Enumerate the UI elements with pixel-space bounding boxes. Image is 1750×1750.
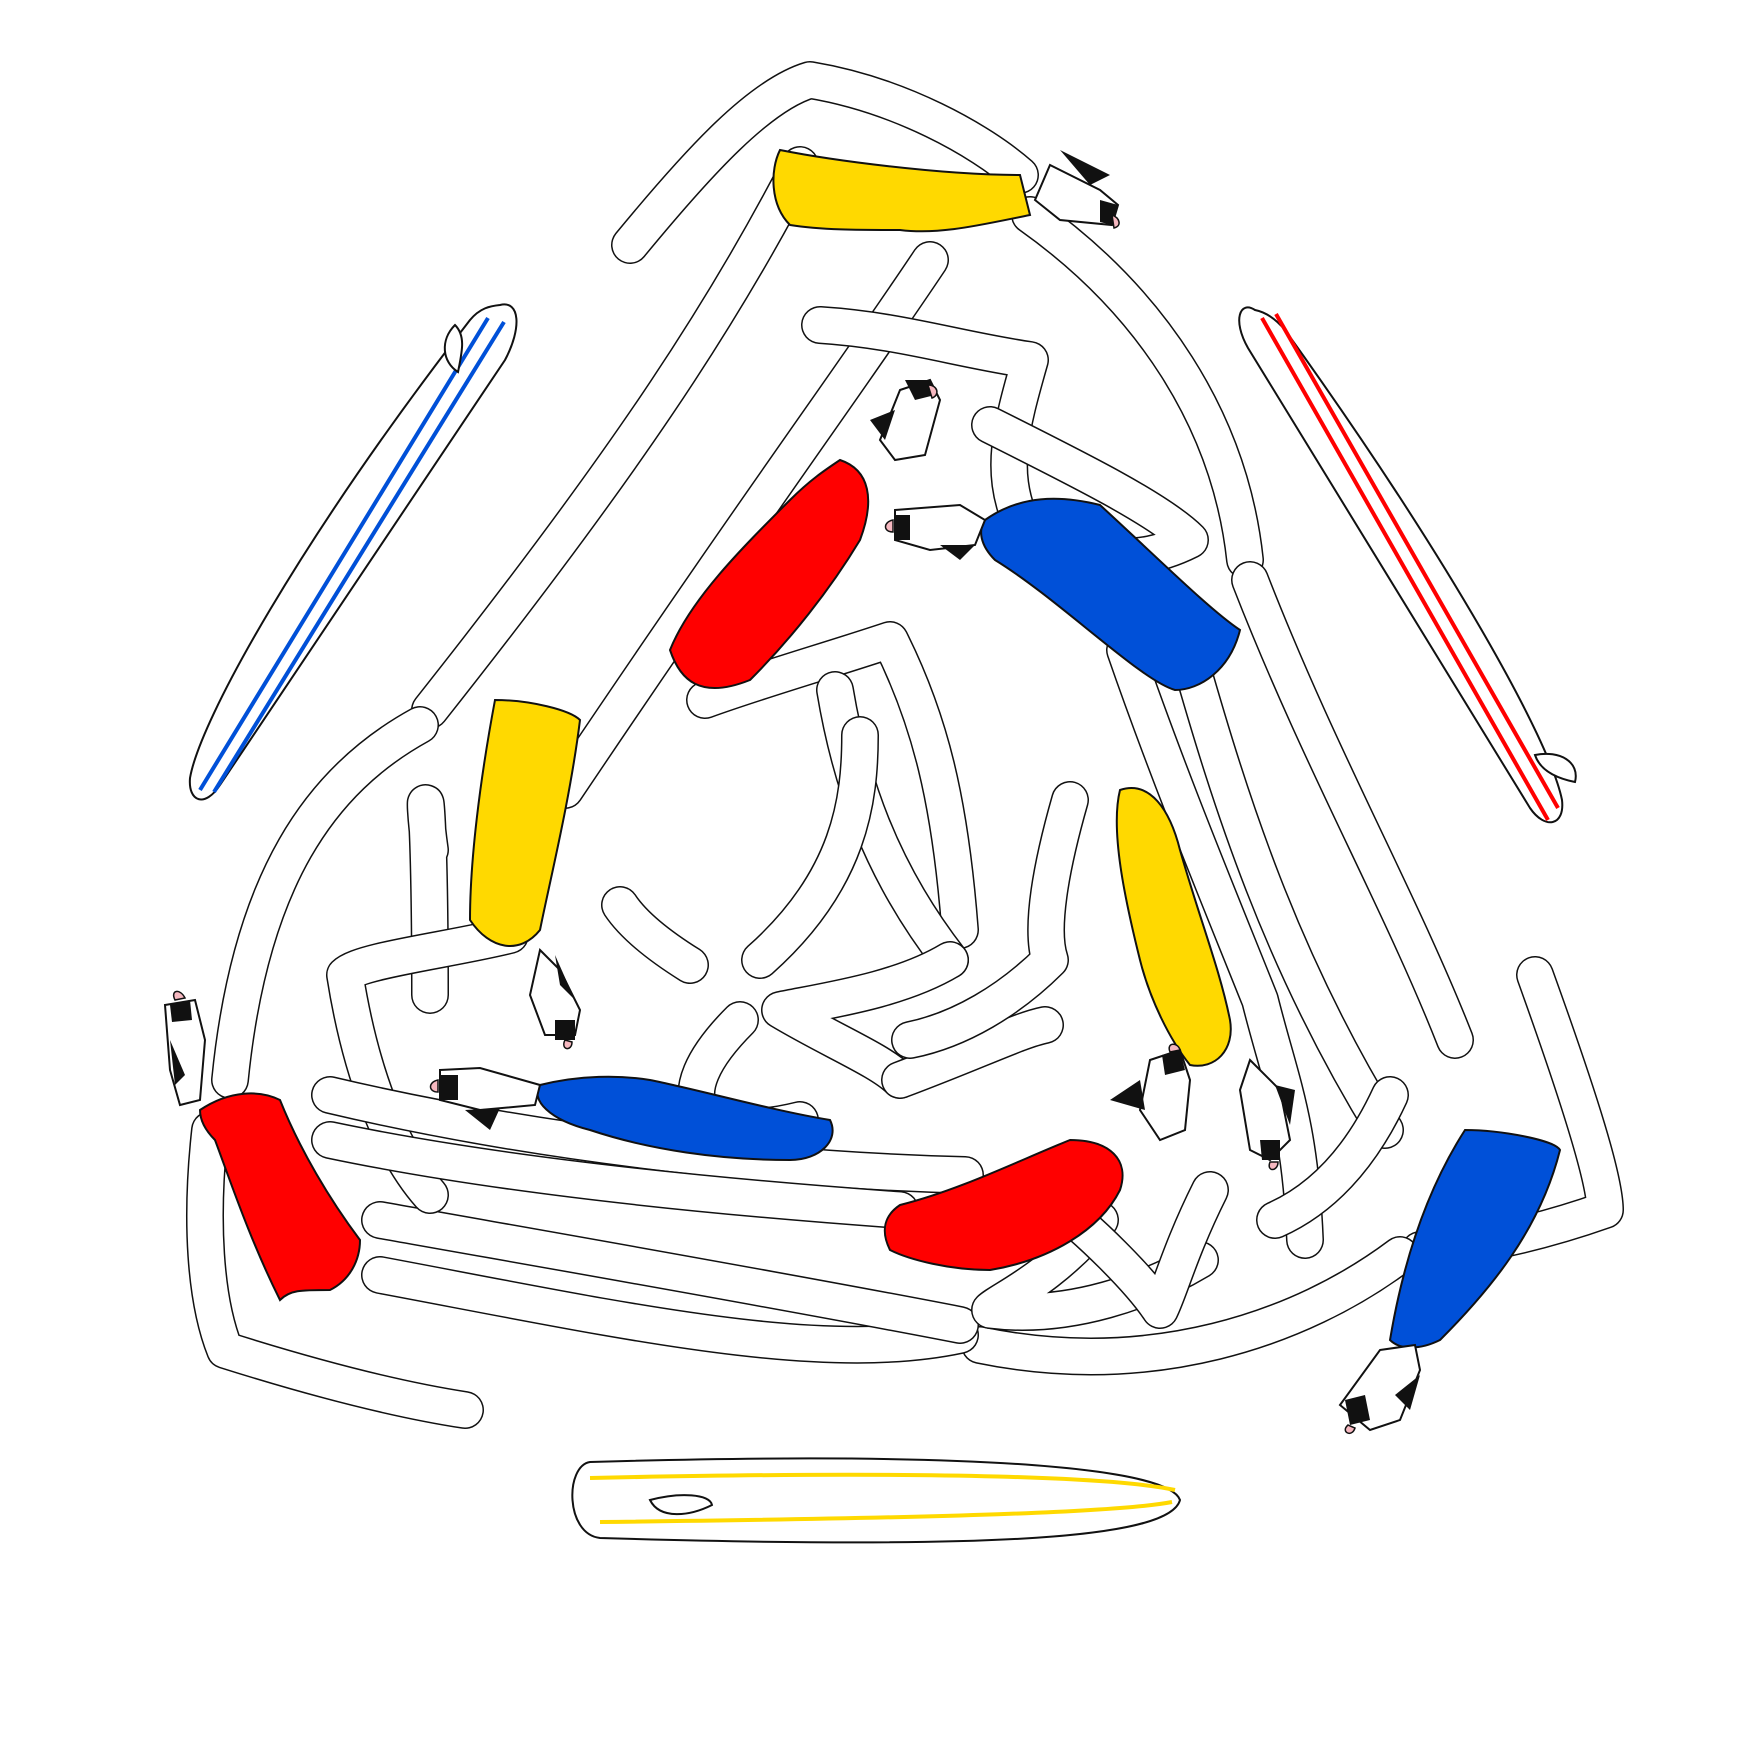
surfboard-stripe: [1260, 317, 1550, 821]
swimsuit-blue: [1388, 1128, 1562, 1349]
swimsuit-blue: [536, 1075, 834, 1162]
surfboard-fin: [443, 323, 464, 374]
surfboard-stripe: [589, 1472, 1176, 1492]
cat-head: [1338, 1343, 1422, 1435]
surfboard-fin: [1533, 752, 1577, 784]
cat-head: [1110, 1043, 1192, 1142]
surfboard-stripe: [198, 316, 490, 792]
surfboard-fin: [648, 1494, 714, 1516]
surfboard-stripe: [1274, 313, 1560, 809]
cat-head: [528, 948, 582, 1050]
swimsuit-yellow: [1115, 787, 1232, 1067]
cat-head: [870, 378, 942, 462]
yellow-striped-surfboard: [571, 1457, 1182, 1544]
cat-head: [1033, 150, 1120, 229]
swimsuit-red: [668, 458, 870, 690]
cat-head: [429, 1066, 542, 1130]
surfboard-stripe: [212, 320, 506, 794]
surfboard-stripe: [599, 1500, 1173, 1524]
cat-head: [163, 990, 207, 1107]
swimsuit-yellow: [468, 698, 582, 947]
cat-heads-layer: [163, 150, 1422, 1435]
blue-striped-surfboard: [188, 303, 518, 801]
swimsuit-blue: [980, 497, 1242, 692]
limbs-layer: [186, 61, 1624, 1429]
swimsuit-red: [883, 1138, 1124, 1272]
swimsuits-layer: [198, 148, 1562, 1349]
cat-head: [884, 503, 987, 560]
cat-head: [1238, 1058, 1295, 1171]
swimsuit-yellow: [772, 148, 1032, 233]
swimsuit-red: [198, 1092, 362, 1302]
red-striped-surfboard: [1238, 306, 1577, 824]
